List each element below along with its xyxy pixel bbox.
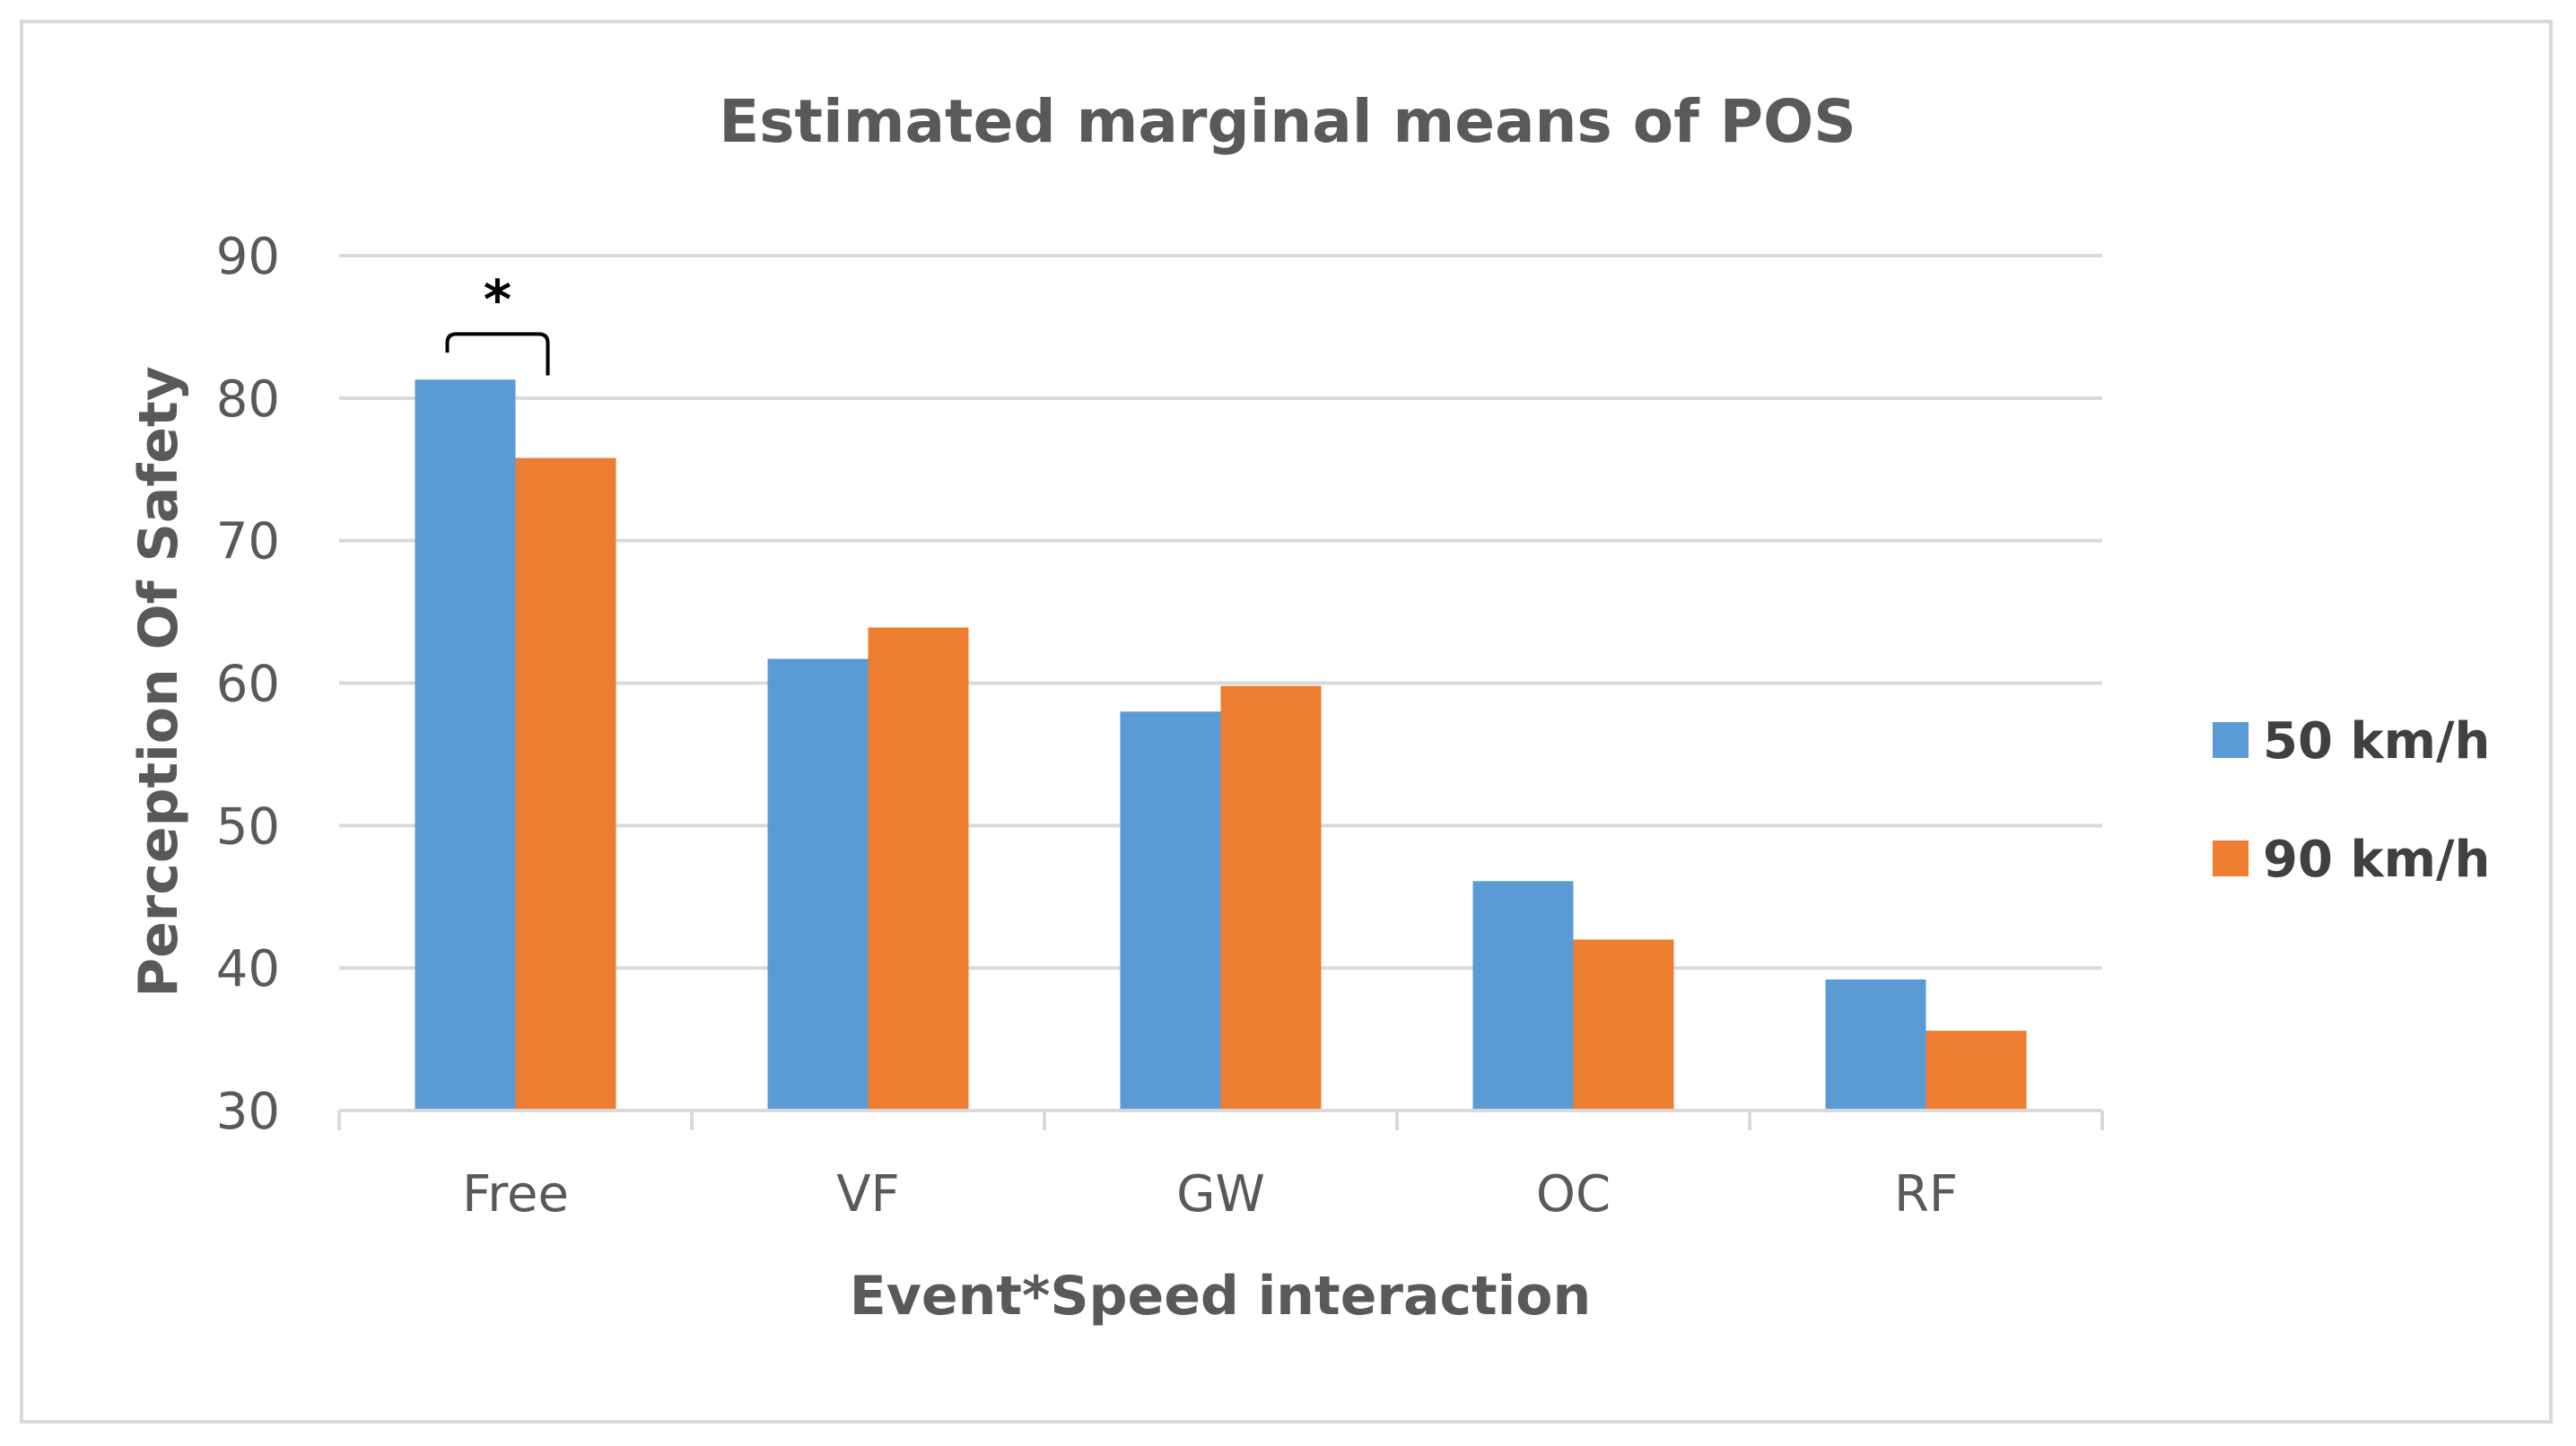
legend: 50 km/h 90 km/h xyxy=(2213,712,2490,889)
bar-vf-90kmh xyxy=(868,627,969,1111)
legend-swatch-50kmh xyxy=(2213,722,2249,758)
gridlines xyxy=(339,254,2102,971)
y-tick-label: 30 xyxy=(216,1083,280,1141)
x-axis: Free VF GW OC RF xyxy=(337,1109,2104,1224)
bar-free-90kmh xyxy=(515,457,616,1111)
bar-gw-50kmh xyxy=(1120,711,1221,1111)
y-tick-label: 50 xyxy=(216,797,280,856)
y-tick-label: 70 xyxy=(216,513,280,571)
significance-star: * xyxy=(484,268,511,331)
bar-oc-90kmh xyxy=(1573,939,1674,1111)
x-tick-label: VF xyxy=(836,1165,900,1224)
y-tick-label: 40 xyxy=(216,940,280,998)
x-tick-label: OC xyxy=(1536,1165,1611,1224)
y-axis-title: Perception Of Safety xyxy=(127,366,190,997)
bar-rf-50kmh xyxy=(1825,979,1926,1111)
bar-vf-50kmh xyxy=(767,658,869,1111)
y-tick-label: 80 xyxy=(216,370,280,429)
x-tick-label: RF xyxy=(1894,1165,1958,1224)
y-tick-label: 60 xyxy=(216,656,280,714)
x-tick-label: Free xyxy=(462,1165,569,1224)
bar-rf-90kmh xyxy=(1925,1031,2027,1111)
bar-oc-50kmh xyxy=(1472,881,1574,1111)
chart-title: Estimated marginal means of POS xyxy=(719,87,1856,156)
x-tick-label: GW xyxy=(1176,1165,1265,1224)
bars xyxy=(415,379,2027,1111)
legend-label-50kmh: 50 km/h xyxy=(2263,712,2490,771)
x-axis-title: Event*Speed interaction xyxy=(850,1265,1591,1328)
significance-annotation: * xyxy=(445,268,550,376)
bar-gw-90kmh xyxy=(1220,685,1322,1111)
y-tick-label: 90 xyxy=(216,228,280,286)
legend-label-90kmh: 90 km/h xyxy=(2263,831,2490,889)
bar-free-50kmh xyxy=(415,379,516,1111)
significance-bracket xyxy=(445,332,550,376)
y-axis-ticks: 30 40 50 60 70 80 90 xyxy=(216,228,280,1141)
legend-swatch-90kmh xyxy=(2213,841,2249,876)
